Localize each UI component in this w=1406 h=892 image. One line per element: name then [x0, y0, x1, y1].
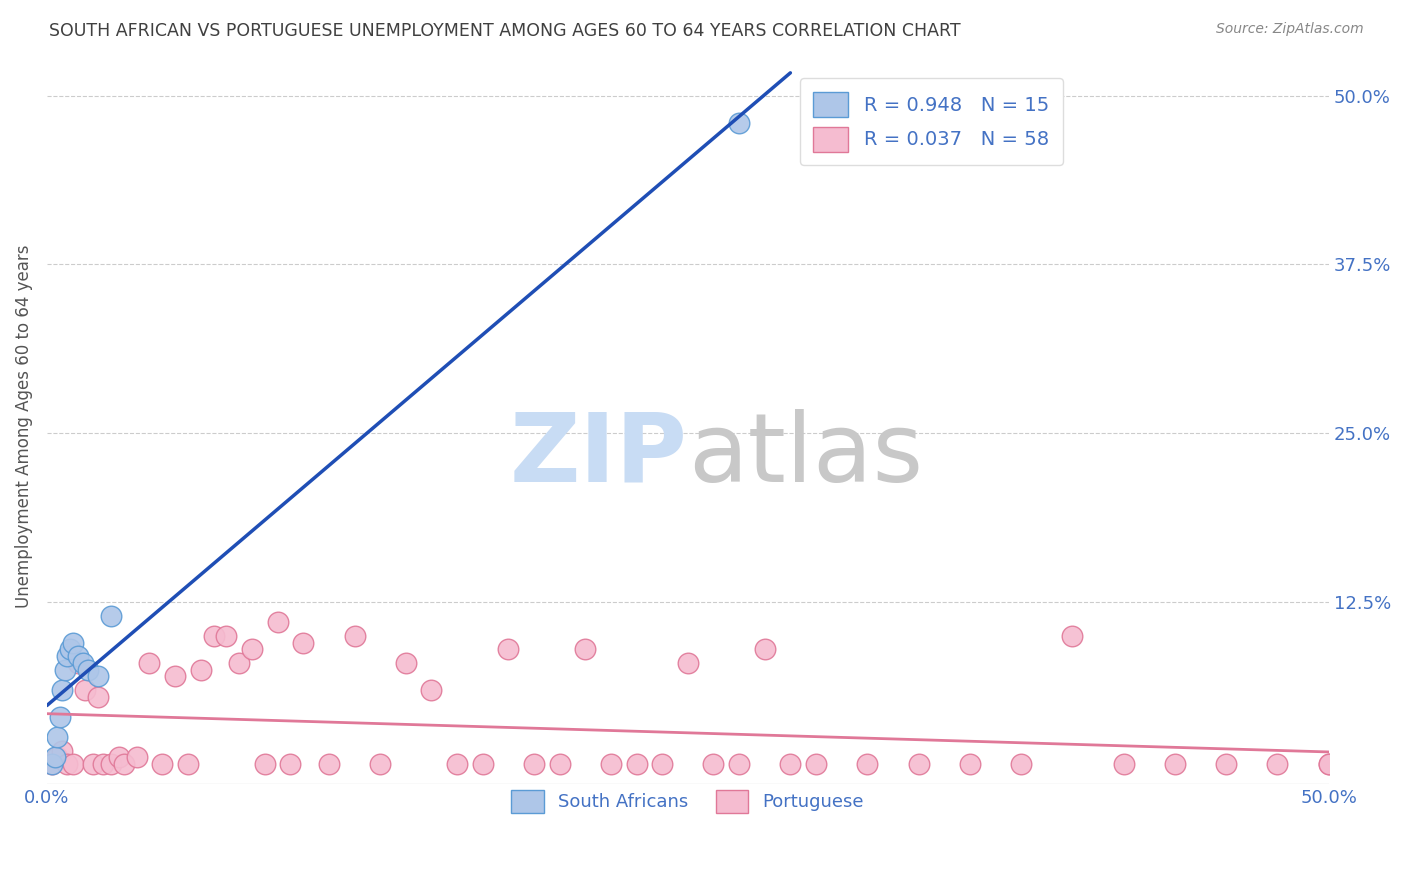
Point: [138, 656, 160, 670]
Point: [907, 757, 929, 772]
Point: [100, 608, 122, 623]
Point: [266, 615, 288, 630]
Text: Source: ZipAtlas.com: Source: ZipAtlas.com: [1216, 22, 1364, 37]
Point: [1164, 757, 1187, 772]
Point: [471, 757, 494, 772]
Point: [228, 656, 250, 670]
Point: [46, 730, 69, 744]
Point: [676, 656, 699, 670]
Point: [215, 629, 238, 643]
Point: [318, 757, 340, 772]
Text: SOUTH AFRICAN VS PORTUGUESE UNEMPLOYMENT AMONG AGES 60 TO 64 YEARS CORRELATION C: SOUTH AFRICAN VS PORTUGUESE UNEMPLOYMENT…: [49, 22, 960, 40]
Point: [59, 642, 82, 657]
Point: [574, 642, 596, 657]
Point: [1062, 629, 1084, 643]
Point: [1215, 757, 1237, 772]
Point: [51, 744, 73, 758]
Point: [112, 757, 135, 772]
Point: [1010, 757, 1032, 772]
Point: [1317, 757, 1340, 772]
Text: ZIP: ZIP: [510, 409, 688, 501]
Point: [72, 656, 94, 670]
Point: [41, 757, 63, 772]
Y-axis label: Unemployment Among Ages 60 to 64 years: Unemployment Among Ages 60 to 64 years: [15, 244, 32, 608]
Point: [51, 682, 73, 697]
Point: [75, 682, 97, 697]
Text: atlas: atlas: [688, 409, 922, 501]
Point: [56, 757, 79, 772]
Point: [77, 663, 100, 677]
Point: [165, 669, 187, 683]
Point: [53, 663, 76, 677]
Point: [651, 757, 673, 772]
Point: [253, 757, 276, 772]
Point: [125, 750, 148, 764]
Point: [1112, 757, 1135, 772]
Point: [523, 757, 546, 772]
Point: [446, 757, 468, 772]
Point: [600, 757, 623, 772]
Point: [959, 757, 981, 772]
Point: [87, 690, 110, 704]
Point: [44, 750, 66, 764]
Point: [240, 642, 263, 657]
Point: [626, 757, 648, 772]
Point: [56, 649, 79, 664]
Point: [150, 757, 173, 772]
Point: [91, 757, 114, 772]
Point: [177, 757, 200, 772]
Point: [420, 682, 443, 697]
Point: [62, 757, 84, 772]
Point: [368, 757, 391, 772]
Point: [66, 656, 89, 670]
Point: [100, 757, 122, 772]
Point: [41, 757, 63, 772]
Point: [190, 663, 212, 677]
Point: [48, 710, 70, 724]
Point: [46, 750, 69, 764]
Point: [62, 635, 84, 649]
Point: [548, 757, 571, 772]
Point: [728, 757, 751, 772]
Point: [856, 757, 879, 772]
Point: [202, 629, 225, 643]
Point: [498, 642, 520, 657]
Point: [728, 115, 751, 129]
Point: [1317, 757, 1340, 772]
Point: [395, 656, 418, 670]
Point: [82, 757, 104, 772]
Point: [66, 649, 89, 664]
Point: [754, 642, 776, 657]
Point: [779, 757, 801, 772]
Point: [804, 757, 827, 772]
Point: [107, 750, 129, 764]
Point: [343, 629, 366, 643]
Point: [280, 757, 302, 772]
Point: [87, 669, 110, 683]
Point: [1267, 757, 1289, 772]
Point: [292, 635, 315, 649]
Point: [702, 757, 724, 772]
Legend: South Africans, Portuguese: South Africans, Portuguese: [499, 777, 877, 825]
